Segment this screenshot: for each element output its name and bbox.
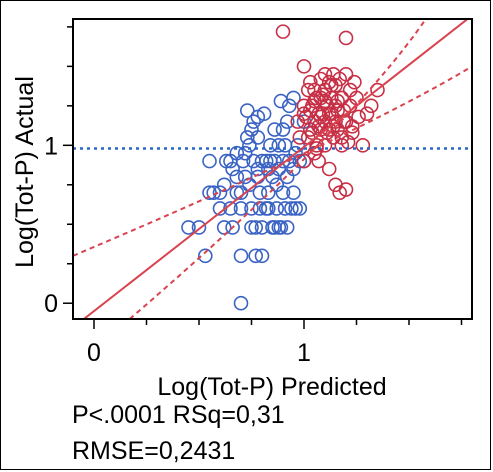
data-point [248,220,263,235]
data-point [286,90,301,106]
data-point [216,220,232,235]
data-point [279,114,295,129]
x-tick-label: 0 [87,339,101,367]
data-point [302,122,318,137]
data-point [242,138,257,153]
data-point [313,109,329,125]
data-point [321,161,337,177]
data-point [311,119,327,134]
data-point [229,145,245,161]
data-point [292,153,308,169]
y-tick-label: 1 [44,132,58,160]
data-point [258,153,274,169]
fit-line [82,19,470,319]
data-point [206,185,221,200]
data-point [250,130,266,145]
stats-p-rsq: P<.0001 RSq=0,31 [72,401,285,429]
data-point [323,78,339,93]
data-point [363,98,379,114]
data-point [309,141,324,156]
data-point [300,82,316,98]
stats-rmse: RMSE=0,2431 [72,437,236,465]
data-point [216,177,232,193]
data-point [281,98,297,114]
data-point [288,201,303,216]
data-point [212,185,228,200]
data-point [263,138,278,153]
confidence-curve [129,19,427,319]
data-point [286,185,301,200]
confidence-curve [73,65,472,257]
data-point [248,248,263,264]
data-point [338,66,354,82]
data-point [267,122,282,137]
data-point [288,145,303,161]
data-point [256,106,272,122]
data-point [233,201,249,216]
data-point [292,201,308,216]
data-point [328,98,343,114]
data-point [284,201,299,216]
data-point [233,248,249,264]
data-point [351,109,366,125]
data-point [225,161,240,177]
data-point [269,201,285,216]
data-point [233,295,249,311]
data-point [349,90,364,106]
data-point [275,185,291,200]
data-point [244,220,259,235]
data-point [338,182,354,197]
data-point [317,66,333,82]
data-point [267,220,282,235]
data-point [240,103,255,118]
data-point [191,220,207,235]
data-point [254,248,270,264]
data-point [302,74,318,90]
data-point [233,185,249,200]
x-axis-label: Log(Tot-P) Predicted [157,373,386,401]
data-point [275,122,291,137]
y-tick-label: 0 [44,290,58,318]
data-point [202,153,217,169]
data-point [338,30,354,46]
data-point [252,185,268,200]
data-point [260,201,276,216]
data-point [275,24,291,39]
data-point [347,74,362,90]
data-point [302,103,318,118]
data-point [290,114,306,129]
data-point [260,185,276,200]
x-tick-label: 1 [297,339,311,367]
y-axis-label: Log(Tot-P) Actual [11,76,39,268]
plot-area [72,18,473,320]
data-point [237,169,253,185]
data-point [296,153,312,169]
data-point [263,153,278,169]
data-point [296,59,312,74]
data-point [225,220,240,235]
data-point [271,220,287,235]
data-point [244,201,259,216]
data-point [370,82,385,98]
data-point [355,138,371,153]
data-point [292,130,308,145]
data-point [246,114,261,129]
data-point [271,138,287,153]
data-point [240,130,255,145]
data-point [237,145,253,161]
data-point [181,220,196,235]
data-point [359,106,375,122]
data-point [229,169,245,185]
data-point [307,93,322,109]
data-point [277,201,293,216]
data-point [198,248,213,264]
